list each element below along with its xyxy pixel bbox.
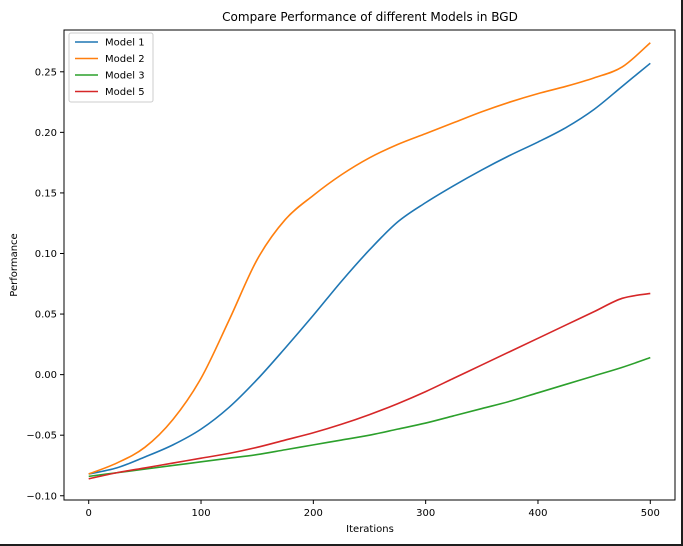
y-tick-label: −0.05	[26, 431, 57, 442]
y-tick-label: 0.05	[35, 310, 57, 321]
y-tick-label: 0.25	[35, 67, 57, 78]
x-tick-label: 500	[641, 508, 660, 519]
x-tick-label: 0	[86, 508, 92, 519]
legend-label: Model 5	[105, 87, 145, 98]
y-tick-label: −0.10	[26, 491, 57, 502]
chart-title: Compare Performance of different Models …	[222, 10, 518, 24]
y-tick-label: 0.10	[35, 249, 57, 260]
y-tick-label: 0.00	[35, 370, 57, 381]
plot-area-frame	[63, 29, 676, 501]
series-lines	[88, 42, 651, 480]
series-line-model-1	[88, 62, 651, 475]
series-line-model-3	[88, 356, 651, 478]
x-tick-label: 300	[416, 508, 435, 519]
legend-label: Model 2	[105, 54, 145, 65]
y-tick-label: 0.15	[35, 188, 57, 199]
legend-label: Model 3	[105, 71, 145, 82]
series-line-model-5	[88, 292, 651, 480]
x-axis-label: Iterations	[346, 524, 394, 535]
x-tick-label: 200	[304, 508, 323, 519]
y-axis-label: Performance	[9, 233, 20, 296]
legend-label: Model 1	[105, 38, 145, 49]
x-tick-label: 100	[191, 508, 210, 519]
x-axis: 0 100 200 300 400 500	[86, 500, 660, 519]
legend-box	[68, 32, 154, 103]
y-axis: −0.10 −0.05 0.00 0.05 0.10 0.15 0.20 0.25	[26, 67, 64, 502]
y-tick-label: 0.20	[35, 128, 57, 139]
x-tick-label: 400	[528, 508, 547, 519]
series-line-model-2	[88, 42, 651, 475]
legend: Model 1 Model 2 Model 3 Model 5	[68, 32, 154, 103]
